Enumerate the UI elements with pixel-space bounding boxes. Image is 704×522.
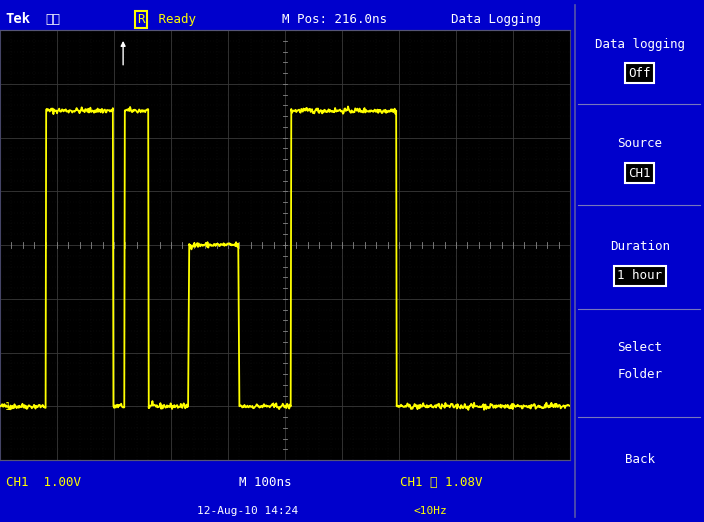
Text: Source: Source [617,137,662,150]
Text: Folder: Folder [617,369,662,381]
Text: Data Logging: Data Logging [451,13,541,26]
Text: Duration: Duration [610,240,670,253]
Text: 1▶: 1▶ [4,401,16,411]
Text: M Pos: 216.0ns: M Pos: 216.0ns [282,13,386,26]
Text: ⍻⍼: ⍻⍼ [46,13,61,26]
Text: Select: Select [617,341,662,353]
Text: R: R [137,13,145,26]
Text: M 100ns: M 100ns [239,477,292,489]
Text: Tek: Tek [6,13,31,26]
Text: CH1  1.00V: CH1 1.00V [6,477,81,489]
Text: 12-Aug-10 14:24: 12-Aug-10 14:24 [197,505,298,516]
Text: Back: Back [624,453,655,466]
Text: Off: Off [629,67,651,79]
Text: CH1 ⏴ 1.08V: CH1 ⏴ 1.08V [400,477,482,489]
Text: CH1: CH1 [629,167,651,180]
Text: Ready: Ready [151,13,196,26]
Text: 1 hour: 1 hour [617,269,662,282]
Text: Data logging: Data logging [595,38,685,51]
Text: <10Hz: <10Hz [414,505,448,516]
